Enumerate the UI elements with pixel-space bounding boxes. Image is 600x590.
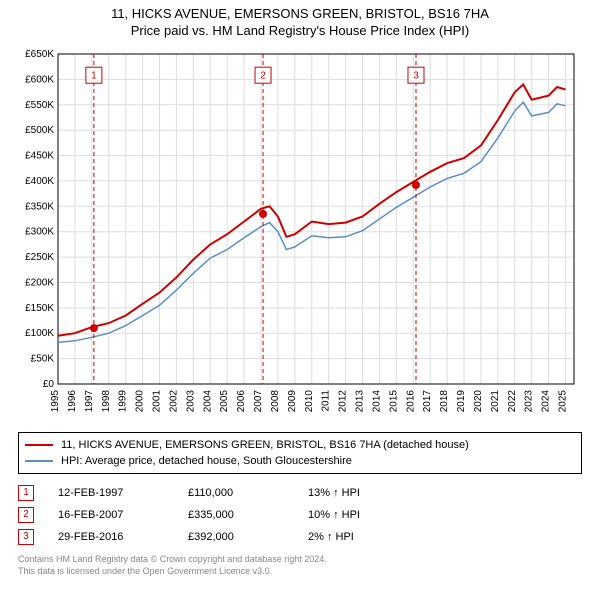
svg-text:1: 1 — [91, 71, 97, 82]
event-price-3: £392,000 — [188, 531, 308, 543]
svg-text:2005: 2005 — [219, 390, 230, 413]
legend-swatch-2 — [25, 460, 53, 462]
svg-text:£650K: £650K — [25, 49, 54, 60]
footer-line-1: Contains HM Land Registry data © Crown c… — [18, 554, 582, 566]
legend-row-1: 11, HICKS AVENUE, EMERSONS GREEN, BRISTO… — [25, 437, 575, 453]
svg-text:£150K: £150K — [25, 303, 54, 314]
legend-swatch-1 — [25, 444, 53, 446]
event-date-2: 16-FEB-2007 — [58, 509, 188, 521]
event-badge-2: 2 — [18, 507, 34, 523]
svg-text:2015: 2015 — [388, 390, 399, 413]
event-hpi-2: 10% ↑ HPI — [308, 509, 418, 521]
svg-text:2017: 2017 — [422, 390, 433, 413]
svg-text:2: 2 — [260, 71, 266, 82]
chart-subtitle: Price paid vs. HM Land Registry's House … — [0, 23, 600, 38]
chart-svg: £0 £50K £100K £150K £200K £250K £300K £350K £400… — [14, 44, 584, 424]
svg-text:1999: 1999 — [118, 390, 129, 413]
svg-text:2014: 2014 — [371, 390, 382, 413]
svg-text:2018: 2018 — [439, 390, 450, 413]
svg-text:£400K: £400K — [25, 176, 54, 187]
event-hpi-1: 13% ↑ HPI — [308, 487, 418, 499]
event-price-2: £335,000 — [188, 509, 308, 521]
legend-box: 11, HICKS AVENUE, EMERSONS GREEN, BRISTO… — [18, 432, 582, 474]
svg-text:2016: 2016 — [405, 390, 416, 413]
svg-text:2000: 2000 — [135, 390, 146, 413]
event-row-2: 2 16-FEB-2007 £335,000 10% ↑ HPI — [18, 504, 582, 526]
svg-text:2024: 2024 — [541, 390, 552, 413]
svg-text:£600K: £600K — [25, 74, 54, 85]
svg-text:2001: 2001 — [152, 390, 163, 413]
event-badge-3: 3 — [18, 529, 34, 545]
footer-attribution: Contains HM Land Registry data © Crown c… — [18, 554, 582, 577]
event-date-1: 12-FEB-1997 — [58, 487, 188, 499]
svg-text:2019: 2019 — [456, 390, 467, 413]
event-row-1: 1 12-FEB-1997 £110,000 13% ↑ HPI — [18, 482, 582, 504]
footer-line-2: This data is licensed under the Open Gov… — [18, 566, 582, 578]
svg-text:2021: 2021 — [490, 390, 501, 413]
event-date-3: 29-FEB-2016 — [58, 531, 188, 543]
svg-text:2010: 2010 — [304, 390, 315, 413]
event-hpi-3: 2% ↑ HPI — [308, 531, 418, 543]
svg-text:2025: 2025 — [558, 390, 569, 413]
svg-text:£250K: £250K — [25, 252, 54, 263]
svg-text:2002: 2002 — [168, 390, 179, 413]
svg-text:£50K: £50K — [31, 354, 55, 365]
title-block: 11, HICKS AVENUE, EMERSONS GREEN, BRISTO… — [0, 0, 600, 38]
svg-text:2023: 2023 — [524, 390, 535, 413]
svg-text:2022: 2022 — [507, 390, 518, 413]
svg-text:2011: 2011 — [321, 390, 332, 412]
svg-text:£0: £0 — [43, 379, 55, 390]
svg-text:2007: 2007 — [253, 390, 264, 413]
chart-title: 11, HICKS AVENUE, EMERSONS GREEN, BRISTO… — [0, 6, 600, 21]
svg-text:2012: 2012 — [338, 390, 349, 413]
svg-text:1997: 1997 — [84, 390, 95, 413]
svg-text:2008: 2008 — [270, 390, 281, 413]
svg-text:2013: 2013 — [355, 390, 366, 413]
svg-text:3: 3 — [413, 71, 419, 82]
svg-text:£500K: £500K — [25, 125, 54, 136]
event-price-1: £110,000 — [188, 487, 308, 499]
svg-text:2004: 2004 — [202, 390, 213, 413]
event-badge-1: 1 — [18, 485, 34, 501]
svg-text:£350K: £350K — [25, 201, 54, 212]
svg-text:£450K: £450K — [25, 151, 54, 162]
events-table: 1 12-FEB-1997 £110,000 13% ↑ HPI 2 16-FE… — [18, 482, 582, 548]
svg-text:£300K: £300K — [25, 227, 54, 238]
svg-text:£200K: £200K — [25, 277, 54, 288]
event-row-3: 3 29-FEB-2016 £392,000 2% ↑ HPI — [18, 526, 582, 548]
svg-text:£100K: £100K — [25, 328, 54, 339]
legend-label-2: HPI: Average price, detached house, Sout… — [61, 455, 352, 467]
svg-text:2006: 2006 — [236, 390, 247, 413]
legend-label-1: 11, HICKS AVENUE, EMERSONS GREEN, BRISTO… — [61, 439, 469, 451]
svg-text:1996: 1996 — [67, 390, 78, 413]
svg-text:£550K: £550K — [25, 100, 54, 111]
chart-container: 11, HICKS AVENUE, EMERSONS GREEN, BRISTO… — [0, 0, 600, 590]
svg-text:2020: 2020 — [473, 390, 484, 413]
legend-row-2: HPI: Average price, detached house, Sout… — [25, 453, 575, 469]
svg-text:2003: 2003 — [185, 390, 196, 413]
svg-text:1998: 1998 — [101, 390, 112, 413]
svg-text:2009: 2009 — [287, 390, 298, 413]
chart-plot-area: £0 £50K £100K £150K £200K £250K £300K £350K £400… — [14, 44, 584, 424]
svg-text:1995: 1995 — [50, 390, 61, 413]
